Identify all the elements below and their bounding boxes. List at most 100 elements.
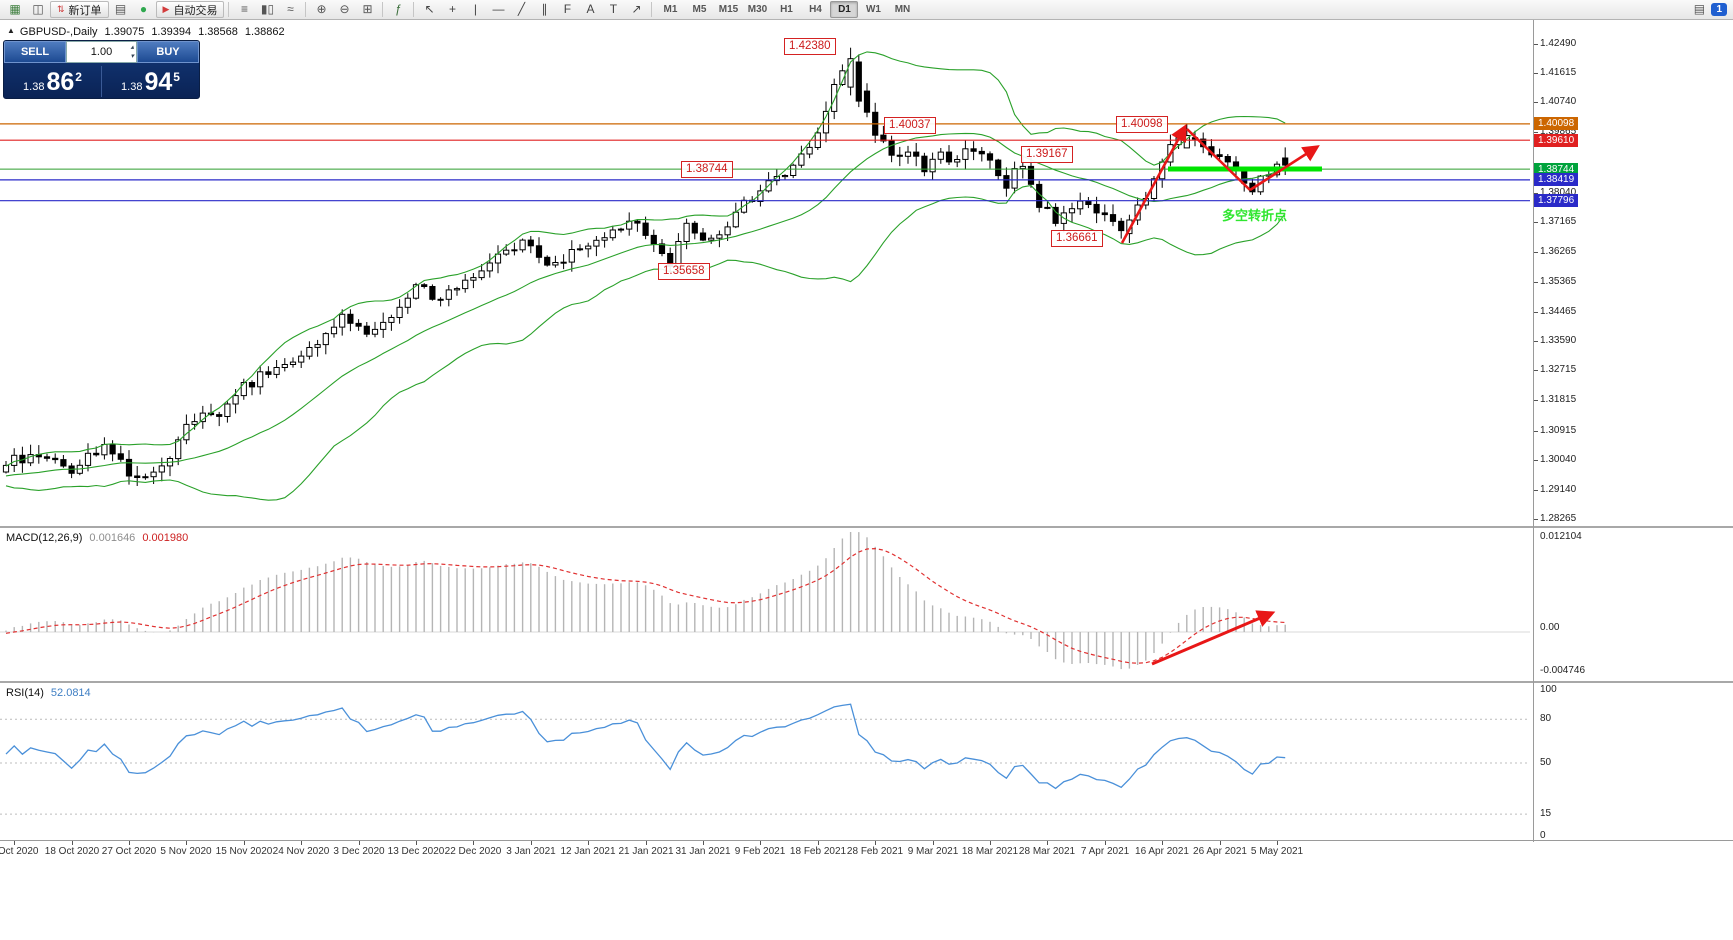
- charts-grid-icon[interactable]: ▤: [114, 2, 127, 16]
- date-label: 3 Dec 2020: [333, 846, 385, 857]
- date-label: 28 Mar 2021: [1018, 846, 1076, 857]
- metatrader-globe-icon[interactable]: ●: [139, 2, 148, 16]
- window-list-icon[interactable]: ▤: [1693, 2, 1706, 16]
- text-tool-icon[interactable]: A: [586, 2, 595, 16]
- date-label: 28 Feb 2021: [846, 846, 904, 857]
- timeframe-w1[interactable]: W1: [865, 4, 881, 15]
- macd-signal-value: 0.001980: [142, 532, 189, 544]
- macd-title: MACD(12,26,9): [6, 532, 83, 544]
- date-label: 21 Jan 2021: [618, 846, 674, 857]
- scale-tick-mark: [1534, 73, 1538, 74]
- volume-spinner[interactable]: ▴ ▾: [130, 43, 134, 61]
- timeframe-m30[interactable]: M30: [747, 4, 768, 15]
- rsi-indicator-panel[interactable]: [0, 683, 1733, 840]
- sell-button[interactable]: SELL: [4, 41, 66, 63]
- timeframe-mn[interactable]: MN: [894, 4, 911, 15]
- scale-tick-label: 1.36265: [1540, 246, 1577, 257]
- horizontal-line-icon[interactable]: —: [492, 2, 505, 16]
- sell-price[interactable]: 1.38 86 2: [4, 63, 101, 98]
- timeframe-d1[interactable]: D1: [830, 1, 859, 18]
- arrows-tool-icon[interactable]: ↗: [631, 2, 642, 16]
- indicators-icon[interactable]: ƒ: [395, 2, 402, 16]
- volume-value[interactable]: 1.00: [90, 46, 113, 58]
- crosshair-icon[interactable]: +: [448, 2, 456, 16]
- fibonacci-icon[interactable]: F: [563, 2, 572, 16]
- main-price-chart[interactable]: [0, 20, 1733, 528]
- panel-splitter[interactable]: [0, 681, 1733, 683]
- channel-icon[interactable]: ∥: [541, 2, 548, 16]
- one-click-trading-panel: SELL 1.00 ▴ ▾ BUY 1.38 86 2 1.38 94 5: [3, 40, 200, 99]
- scale-price-marker: 1.39610: [1534, 134, 1579, 147]
- scale-tick-label: 1.40740: [1540, 96, 1577, 107]
- macd-scale-label: 0.012104: [1540, 531, 1582, 542]
- label-tool-icon[interactable]: T: [609, 2, 618, 16]
- timeframe-h1[interactable]: H1: [780, 4, 793, 15]
- timeframe-h4[interactable]: H4: [809, 4, 822, 15]
- rsi-scale-label: 15: [1540, 808, 1552, 819]
- collapse-triangle-icon[interactable]: ▲: [7, 26, 15, 35]
- buy-price[interactable]: 1.38 94 5: [102, 63, 199, 98]
- price-divider: [101, 66, 102, 97]
- line-chart-type-icon[interactable]: ≈: [287, 2, 294, 16]
- date-label: 27 Oct 2020: [101, 846, 157, 857]
- scale-tick-label: 1.38040: [1540, 187, 1577, 198]
- new-order-button-label: 新订单: [68, 4, 102, 17]
- chart-profiles-icon[interactable]: ◫: [32, 2, 44, 16]
- date-label: 9 Feb 2021: [734, 846, 786, 857]
- autotrading-button-label: 自动交易: [173, 4, 218, 17]
- toolbar-separator: [228, 2, 230, 17]
- rsi-line: [5, 703, 1286, 790]
- date-tick-mark: [703, 841, 704, 845]
- zoom-out-icon[interactable]: ⊖: [339, 2, 350, 16]
- scale-price-marker: 1.38744: [1534, 163, 1579, 176]
- candle-wicks: [5, 47, 1286, 486]
- scale-tick-mark: [1534, 222, 1538, 223]
- scale-tick-label: 1.29140: [1540, 484, 1577, 495]
- low-value: 1.38568: [198, 26, 238, 38]
- rsi-scale-label: 80: [1540, 713, 1552, 724]
- date-tick-mark: [473, 841, 474, 845]
- close-value: 1.38862: [244, 26, 285, 38]
- scale-tick-mark: [1534, 460, 1538, 461]
- price-scale[interactable]: 1.42490 1.41615 1.40740 1.39865 1.38040 1.371…: [1533, 20, 1733, 842]
- date-tick-mark: [1220, 841, 1221, 845]
- scale-tick-label: 1.34465: [1540, 306, 1577, 317]
- bollinger-band: [5, 184, 1286, 501]
- trendline-icon[interactable]: ╱: [517, 2, 526, 16]
- date-label: 18 Mar 2021: [961, 846, 1019, 857]
- scale-tick-label: 1.32715: [1540, 364, 1577, 375]
- date-label: 18 Feb 2021: [789, 846, 847, 857]
- spinner-up-icon[interactable]: ▴: [130, 44, 134, 51]
- date-label: 8 Oct 2020: [0, 846, 39, 857]
- candles: [2, 58, 1289, 479]
- timeframe-m5[interactable]: M5: [692, 4, 707, 15]
- vertical-line-icon[interactable]: |: [473, 2, 478, 16]
- timeframe-m15[interactable]: M15: [718, 4, 739, 15]
- scale-tick-mark: [1534, 312, 1538, 313]
- date-tick-mark: [129, 841, 130, 845]
- scale-tick-label: 1.37165: [1540, 216, 1577, 227]
- bar-chart-type-icon[interactable]: ≡: [240, 2, 248, 16]
- toolbar-separator: [305, 2, 307, 17]
- volume-input[interactable]: 1.00 ▴ ▾: [66, 41, 137, 63]
- date-tick-mark: [244, 841, 245, 845]
- panel-splitter[interactable]: [0, 526, 1733, 528]
- timeframe-m1[interactable]: M1: [663, 4, 678, 15]
- buy-button[interactable]: BUY: [137, 41, 199, 63]
- rsi-scale-label: 0: [1540, 830, 1546, 841]
- candlestick-chart-type-icon[interactable]: ▮▯: [260, 2, 275, 16]
- macd-scale-label: 0.00: [1540, 622, 1560, 633]
- spinner-down-icon[interactable]: ▾: [130, 53, 134, 60]
- notification-badge[interactable]: 1: [1711, 3, 1727, 16]
- tile-windows-icon[interactable]: ⊞: [362, 2, 373, 16]
- new-chart-icon[interactable]: ▦: [9, 2, 21, 16]
- sell-price-big: 86: [46, 67, 75, 96]
- autotrading-button[interactable]: ▶ 自动交易: [155, 1, 225, 18]
- zoom-in-icon[interactable]: ⊕: [316, 2, 327, 16]
- macd-indicator-panel[interactable]: [0, 528, 1733, 683]
- new-order-button[interactable]: ⇅ 新订单: [50, 1, 109, 18]
- date-label: 9 Mar 2021: [907, 846, 959, 857]
- date-tick-mark: [531, 841, 532, 845]
- cursor-icon[interactable]: ↖: [424, 2, 435, 16]
